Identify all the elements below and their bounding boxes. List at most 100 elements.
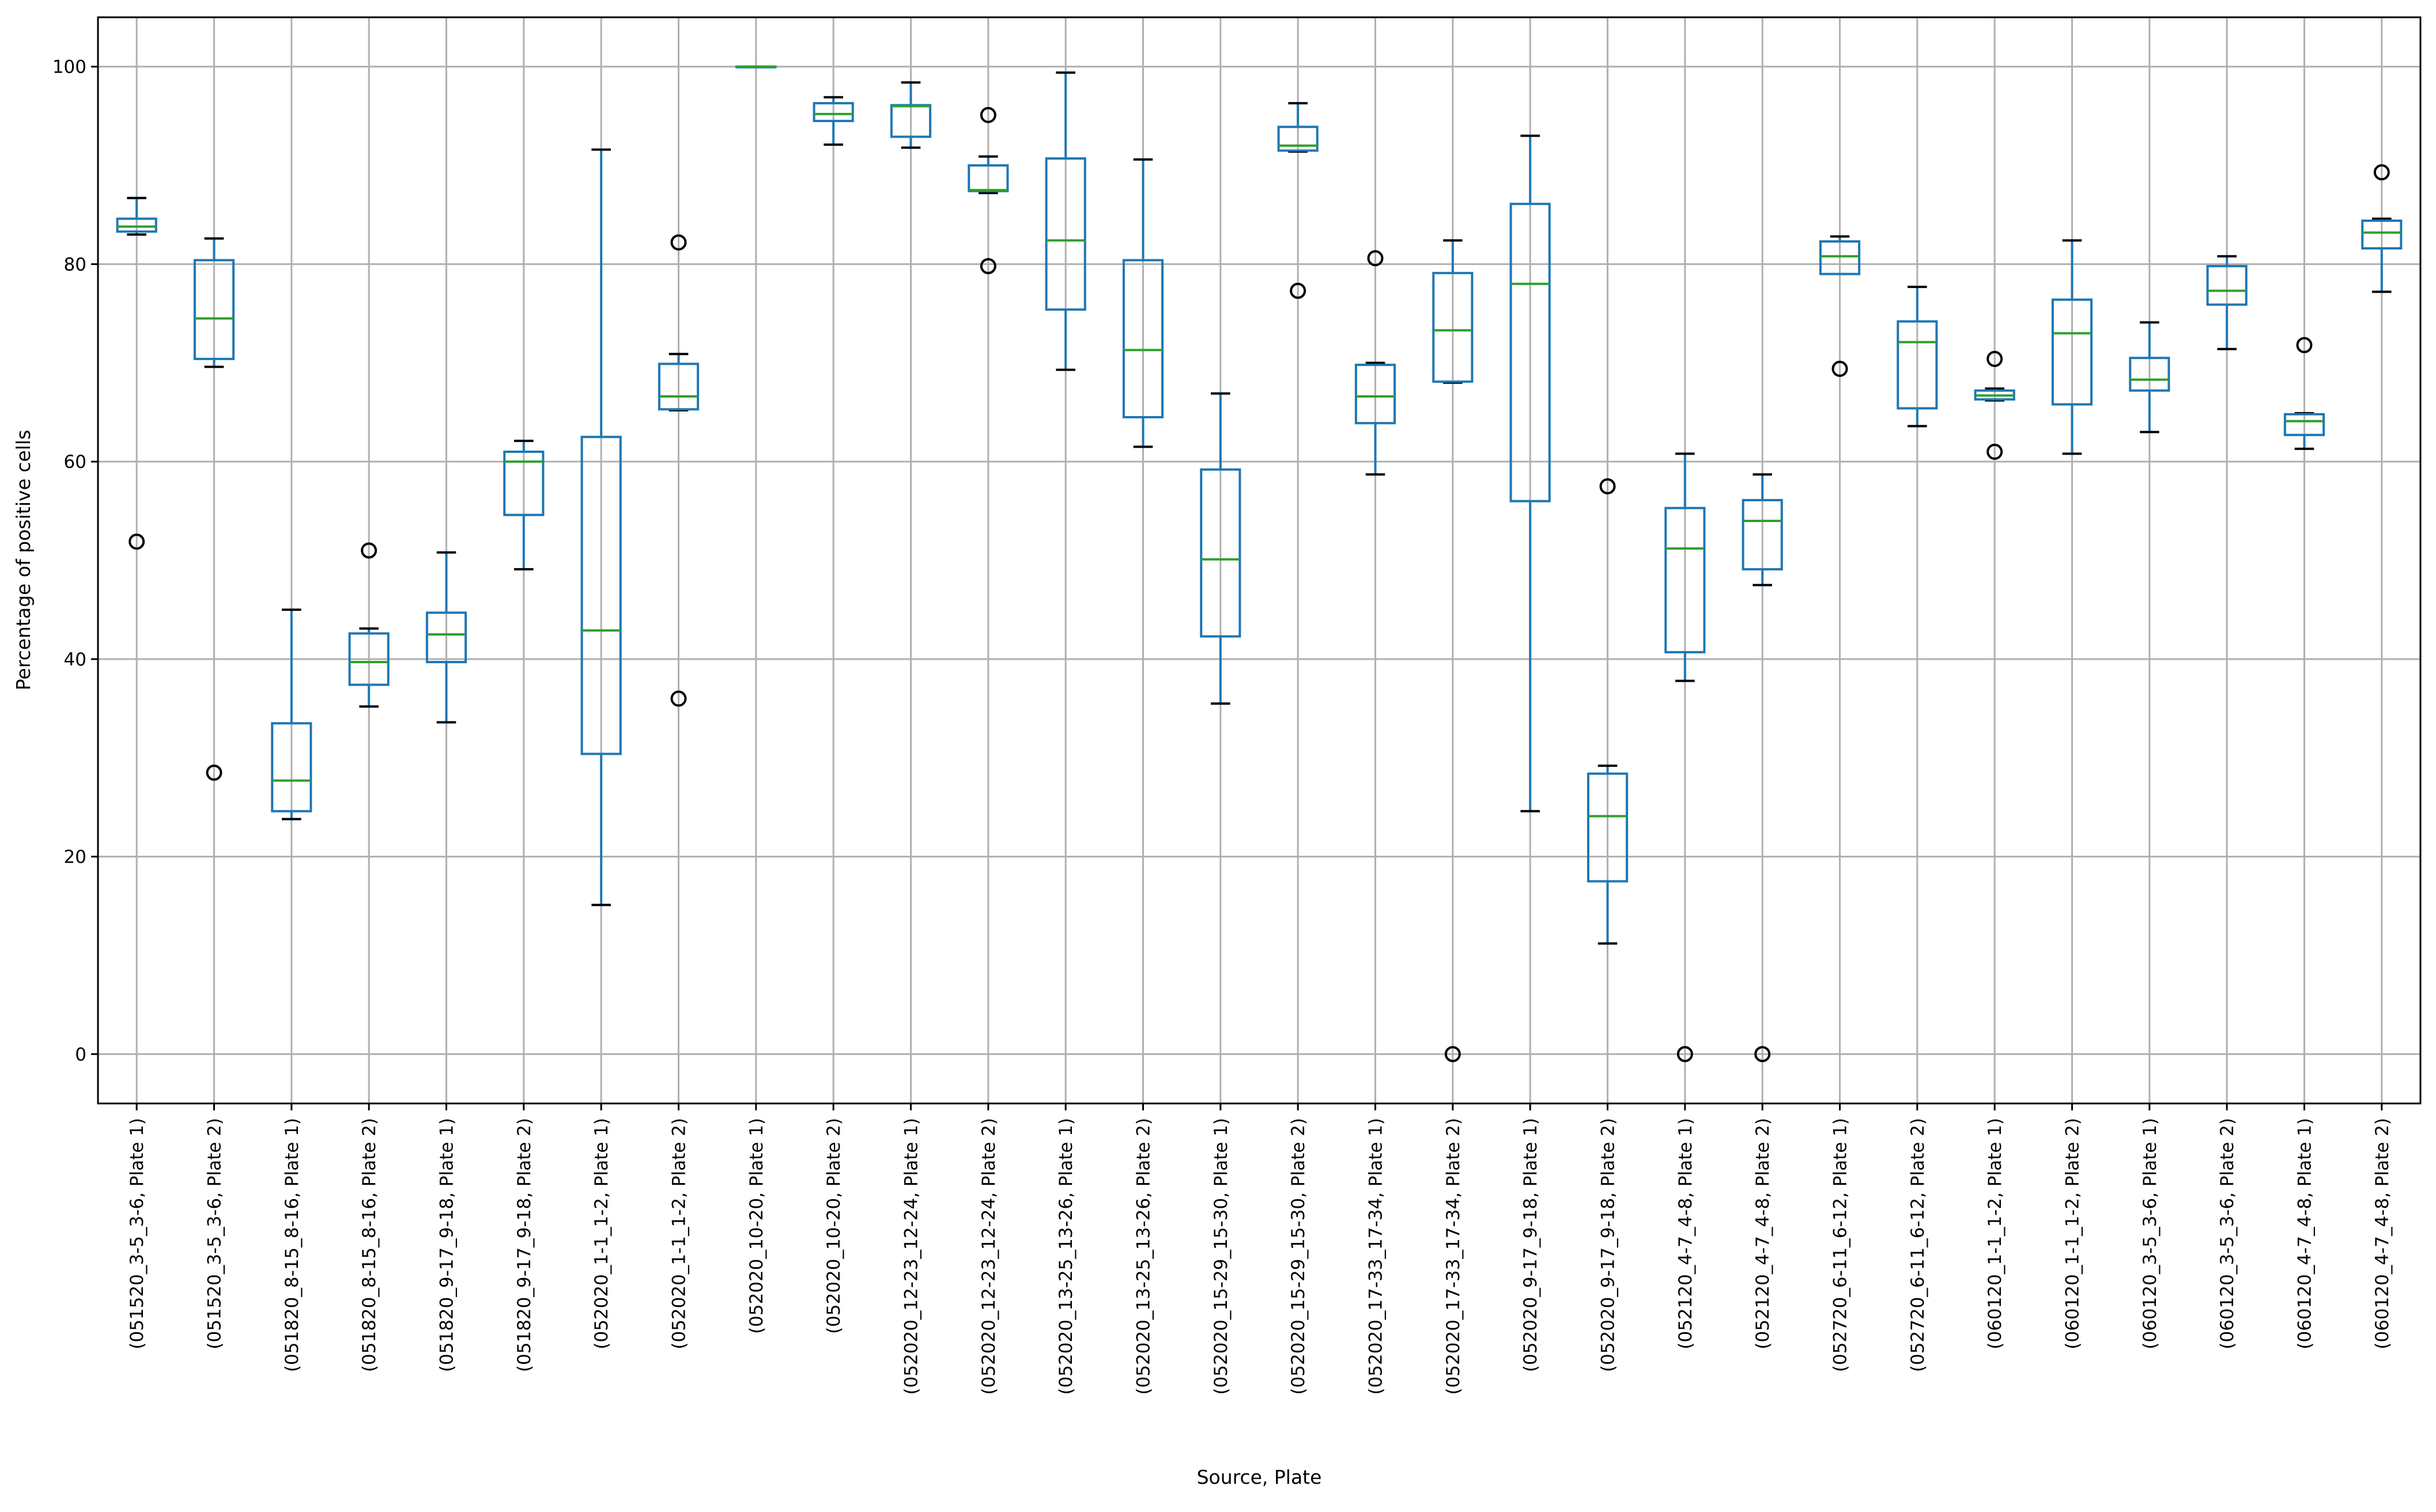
x-tick-label: (060120_4-7_4-8, Plate 2) bbox=[2372, 1118, 2393, 1350]
box bbox=[1432, 271, 1474, 383]
box-group bbox=[1664, 452, 1706, 1063]
x-tick-label: (052020_13-25_13-26, Plate 2) bbox=[1134, 1118, 1154, 1395]
box bbox=[2129, 357, 2170, 392]
x-tick-label: (060120_1-1_1-2, Plate 2) bbox=[2063, 1118, 2083, 1350]
x-tick-label: (052020_12-23_12-24, Plate 1) bbox=[901, 1118, 922, 1395]
box-group bbox=[348, 542, 390, 708]
box bbox=[271, 722, 312, 812]
x-tick-label: (051820_8-15_8-16, Plate 1) bbox=[282, 1118, 303, 1372]
outlier-point bbox=[1290, 282, 1306, 299]
box bbox=[1509, 202, 1551, 502]
box bbox=[1664, 506, 1706, 653]
box-group bbox=[1819, 235, 1861, 377]
box bbox=[1742, 498, 1783, 570]
outlier-point bbox=[206, 764, 222, 781]
x-axis-label: Source, Plate bbox=[1197, 1466, 1322, 1488]
x-tick-label: (052020_1-1_1-2, Plate 1) bbox=[591, 1118, 612, 1350]
x-tick-label: (052120_4-7_4-8, Plate 1) bbox=[1675, 1118, 1696, 1350]
box-group bbox=[2206, 255, 2248, 350]
box bbox=[658, 362, 700, 411]
x-tick-label: (060120_3-5_3-6, Plate 1) bbox=[2140, 1118, 2161, 1350]
box-group bbox=[890, 81, 932, 149]
x-tick-label: (052020_17-33_17-34, Plate 2) bbox=[1443, 1118, 1464, 1395]
box-group bbox=[2361, 164, 2403, 293]
box bbox=[193, 259, 235, 360]
boxes-layer bbox=[116, 65, 2403, 1063]
box bbox=[503, 451, 545, 516]
box bbox=[348, 632, 390, 686]
outlier-point bbox=[1676, 1046, 1693, 1063]
y-axis-label: Percentage of positive cells bbox=[12, 430, 35, 690]
outlier-point bbox=[670, 690, 687, 707]
x-tick-label: (052020_10-20, Plate 1) bbox=[746, 1118, 767, 1334]
box-group bbox=[1277, 102, 1319, 299]
x-tick-label: (052020_15-29_15-30, Plate 2) bbox=[1288, 1118, 1309, 1395]
outlier-point bbox=[1367, 250, 1384, 267]
box-group bbox=[1974, 350, 2015, 460]
y-gridlines bbox=[98, 66, 2420, 1055]
x-tick-label: (052020_9-17_9-18, Plate 1) bbox=[1520, 1118, 1541, 1372]
box-group bbox=[1200, 392, 1241, 705]
x-tick-label: (051820_8-15_8-16, Plate 2) bbox=[359, 1118, 380, 1372]
y-tick-label: 20 bbox=[64, 847, 86, 868]
x-tick-label: (060120_3-5_3-6, Plate 2) bbox=[2217, 1118, 2238, 1350]
box bbox=[2283, 413, 2325, 436]
x-tick-label: (051520_3-5_3-6, Plate 1) bbox=[127, 1118, 148, 1350]
y-tick-label: 40 bbox=[64, 649, 86, 670]
box-group bbox=[2051, 239, 2093, 455]
box-group bbox=[1897, 285, 1938, 428]
outlier-point bbox=[1754, 1046, 1771, 1063]
plot-background bbox=[98, 17, 2420, 1103]
x-tick-label: (052020_17-33_17-34, Plate 1) bbox=[1366, 1118, 1387, 1395]
box-group bbox=[1509, 134, 1551, 812]
x-tick-label: (052020_12-23_12-24, Plate 2) bbox=[979, 1118, 999, 1394]
outlier-point bbox=[670, 234, 687, 251]
box-group bbox=[1587, 478, 1629, 945]
x-tick-label: (052020_9-17_9-18, Plate 2) bbox=[1598, 1118, 1619, 1372]
box-group bbox=[193, 237, 235, 781]
outlier-point bbox=[1831, 361, 1848, 377]
y-tick-label: 0 bbox=[75, 1044, 86, 1065]
x-tick-label: (052720_6-11_6-12, Plate 1) bbox=[1830, 1118, 1851, 1372]
x-tick-label: (051520_3-5_3-6, Plate 2) bbox=[205, 1118, 225, 1350]
box bbox=[1354, 364, 1396, 425]
outlier-point bbox=[1599, 478, 1616, 494]
box-group bbox=[116, 196, 157, 550]
box bbox=[1819, 240, 1861, 275]
box bbox=[1122, 259, 1164, 419]
box bbox=[1897, 320, 1938, 410]
y-tick-label: 100 bbox=[52, 57, 86, 78]
box-group bbox=[2129, 321, 2170, 433]
box-group bbox=[1045, 71, 1086, 371]
box bbox=[1277, 126, 1319, 152]
box-group bbox=[1354, 250, 1396, 476]
x-tick-label: (052020_10-20, Plate 2) bbox=[824, 1118, 844, 1334]
box-group bbox=[503, 440, 545, 570]
y-axis-ticks: 0 20 40 60 80 100 bbox=[52, 57, 98, 1065]
box bbox=[425, 611, 467, 664]
box-group bbox=[271, 608, 312, 821]
box bbox=[2361, 220, 2403, 250]
box-group bbox=[658, 234, 700, 707]
box bbox=[116, 217, 157, 233]
box-group bbox=[425, 551, 467, 724]
box bbox=[1200, 468, 1241, 638]
x-tick-label: (052120_4-7_4-8, Plate 2) bbox=[1753, 1118, 1773, 1350]
x-tick-label: (052020_1-1_1-2, Plate 2) bbox=[669, 1118, 690, 1350]
box-group bbox=[1432, 239, 1474, 1063]
box-group bbox=[813, 96, 854, 146]
x-tick-label: (052020_13-25_13-26, Plate 1) bbox=[1056, 1118, 1077, 1395]
x-tick-label: (052020_15-29_15-30, Plate 1) bbox=[1211, 1118, 1232, 1395]
box-group bbox=[2283, 337, 2325, 450]
box bbox=[580, 436, 622, 755]
x-tick-label: (051820_9-17_9-18, Plate 2) bbox=[514, 1118, 535, 1372]
x-axis-ticks: (051520_3-5_3-6, Plate 1) (051520_3-5_3-6… bbox=[127, 1103, 2393, 1395]
box bbox=[1587, 772, 1629, 883]
box bbox=[813, 102, 854, 122]
plot-frame bbox=[97, 16, 2422, 1105]
x-tick-label: (051820_9-17_9-18, Plate 1) bbox=[437, 1118, 458, 1372]
outlier-point bbox=[2373, 164, 2390, 181]
outlier-point bbox=[1986, 350, 2003, 367]
x-tick-label: (060120_1-1_1-2, Plate 1) bbox=[1985, 1118, 2006, 1350]
